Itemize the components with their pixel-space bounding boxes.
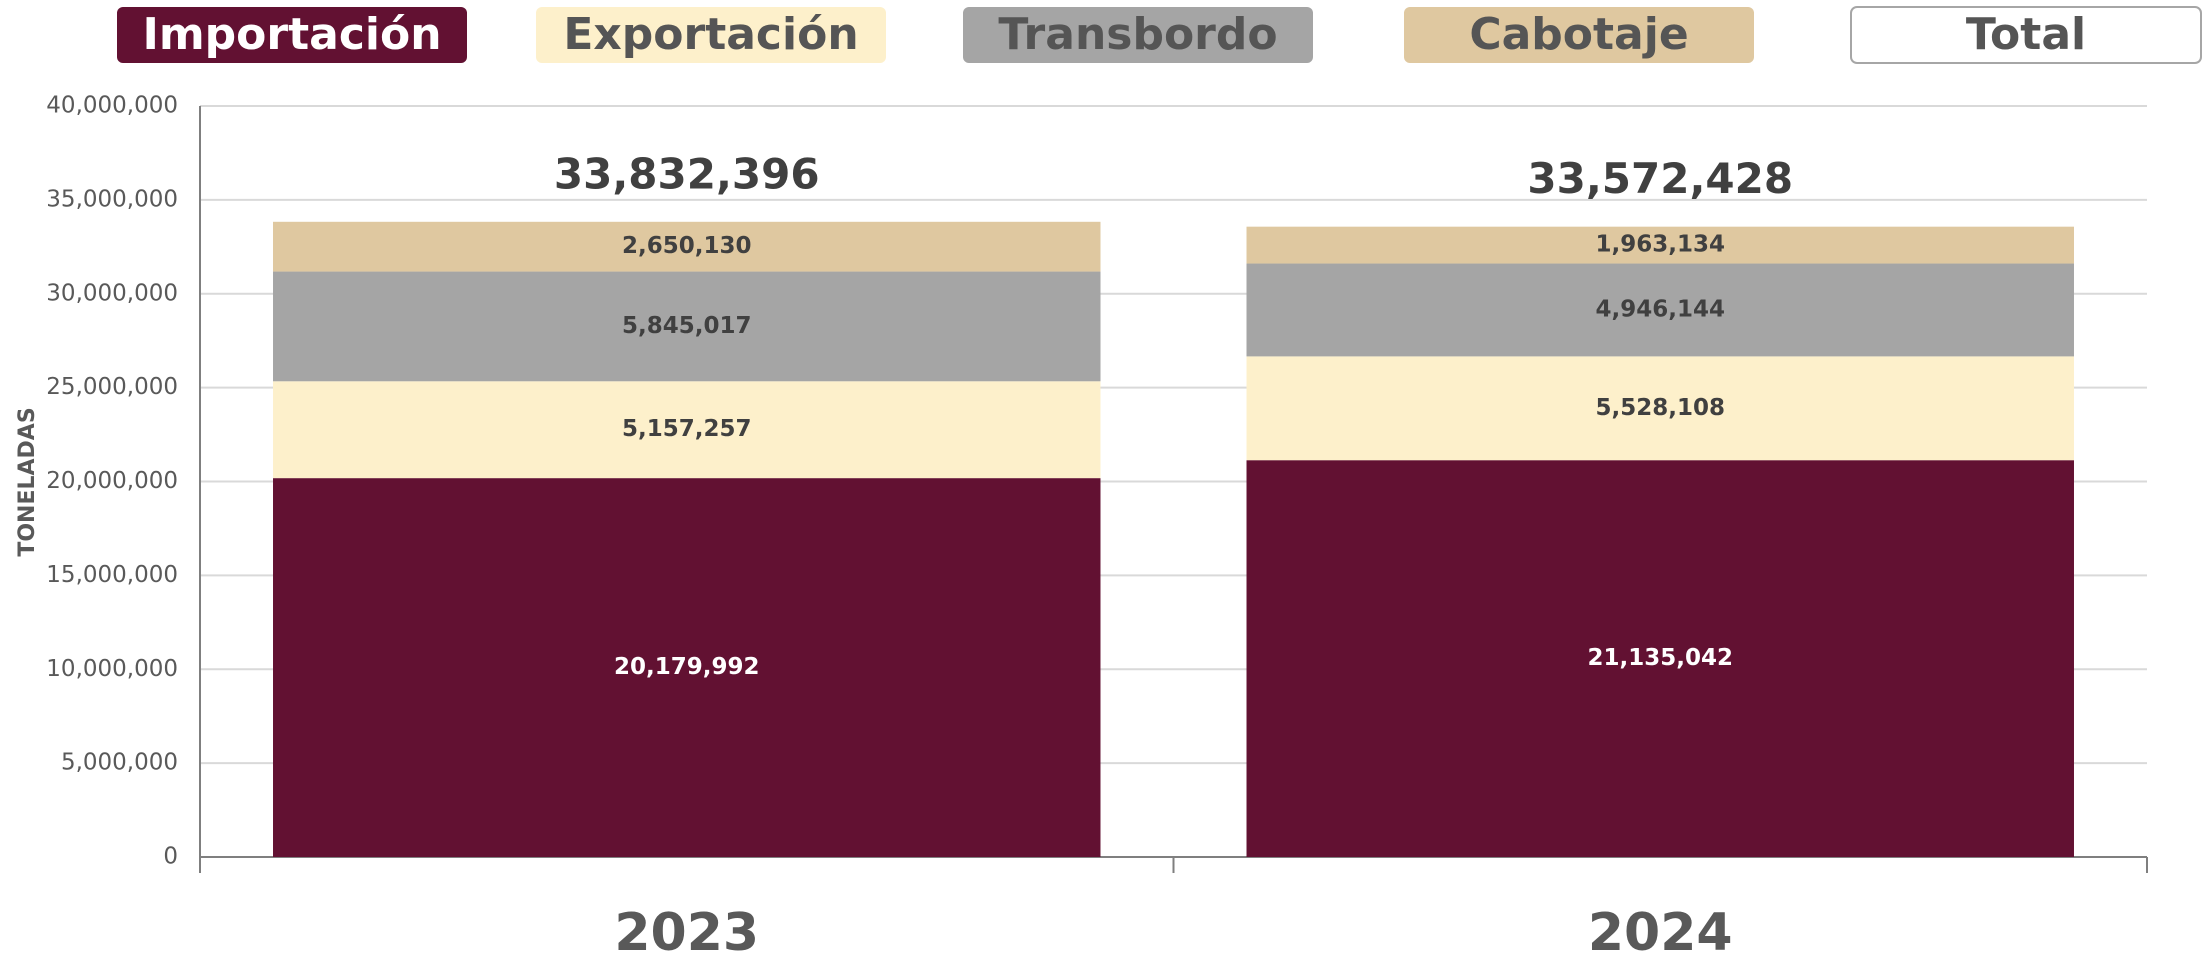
legend-button[interactable] xyxy=(963,7,1313,63)
data-label: 1,963,134 xyxy=(1596,232,1726,258)
legend-label[interactable]: Cabotaje xyxy=(1469,9,1688,60)
bar-segment xyxy=(273,478,1101,857)
legend-label[interactable]: Exportación xyxy=(563,9,858,60)
y-tick-label: 35,000,000 xyxy=(46,186,178,212)
bar-segment xyxy=(1246,356,2074,461)
data-label: 20,179,992 xyxy=(614,654,760,680)
bar-segment xyxy=(273,221,1101,272)
bar-segment xyxy=(1246,460,2074,857)
bar-segment xyxy=(1246,263,2074,357)
y-axis-label: TONELADAS xyxy=(15,407,40,556)
x-tick-label: 2024 xyxy=(1588,903,1733,957)
total-label: 33,832,396 xyxy=(554,149,820,198)
y-tick-label: 30,000,000 xyxy=(46,280,178,306)
y-tick-label: 15,000,000 xyxy=(46,562,178,588)
y-tick-label: 5,000,000 xyxy=(61,750,178,776)
x-tick-label: 2023 xyxy=(614,903,759,957)
legend-button[interactable] xyxy=(536,7,886,63)
data-label: 5,528,108 xyxy=(1596,395,1726,421)
data-label: 4,946,144 xyxy=(1596,296,1726,322)
data-label: 5,157,257 xyxy=(622,416,752,442)
legend-button[interactable] xyxy=(1850,6,2202,64)
legend-button[interactable] xyxy=(117,7,467,63)
y-tick-label: 20,000,000 xyxy=(46,468,178,494)
data-label: 5,845,017 xyxy=(622,313,752,339)
total-label: 33,572,428 xyxy=(1527,154,1793,203)
bar-segment xyxy=(273,271,1101,382)
y-tick-label: 40,000,000 xyxy=(46,93,178,119)
y-tick-label: 10,000,000 xyxy=(46,656,178,682)
bar-segment xyxy=(1246,226,2074,264)
data-label: 21,135,042 xyxy=(1587,645,1733,671)
data-label: 2,650,130 xyxy=(622,233,752,259)
legend-label[interactable]: Transbordo xyxy=(998,9,1277,60)
bar-segment xyxy=(273,381,1101,479)
y-tick-label: 25,000,000 xyxy=(46,374,178,400)
legend-button[interactable] xyxy=(1404,7,1754,63)
legend-label[interactable]: Total xyxy=(1966,9,2086,60)
y-tick-label: 0 xyxy=(163,844,178,870)
legend-label[interactable]: Importación xyxy=(142,9,441,60)
